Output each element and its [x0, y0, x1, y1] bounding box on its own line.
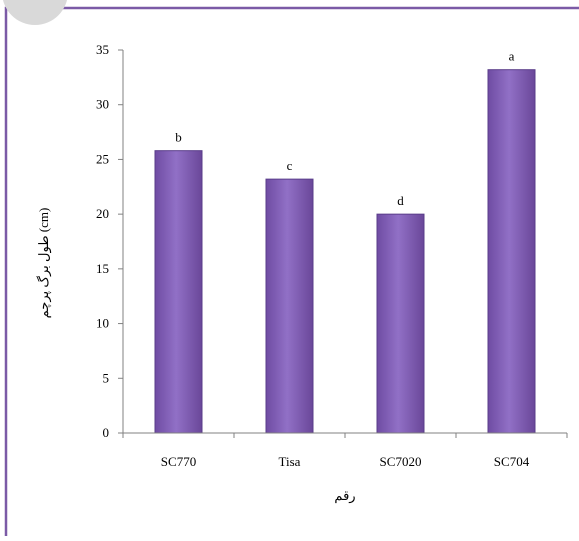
y-axis-ticks: 0 5 10 15 20 25 30 35: [96, 42, 123, 440]
y-tick-label: 25: [96, 151, 109, 166]
bar-tisa: [265, 178, 314, 434]
corner-decoration: [2, 0, 68, 25]
bar-data-labels: b c d a: [175, 49, 514, 208]
y-tick-label: 0: [103, 425, 110, 440]
y-tick-label: 15: [96, 261, 109, 276]
y-axis-title: طول برگ پرچم (cm): [36, 208, 52, 319]
x-tick-label: SC770: [161, 454, 196, 469]
bar-significance-label: b: [175, 130, 182, 145]
x-tick-label: SC704: [494, 454, 530, 469]
y-tick-label: 20: [96, 206, 109, 221]
y-tick-label: 5: [103, 370, 110, 385]
x-tick-label: SC7020: [380, 454, 422, 469]
bar-sc770: [154, 150, 203, 434]
bar-significance-label: a: [509, 49, 515, 64]
bar-sc7020: [376, 213, 425, 434]
y-tick-label: 30: [96, 97, 109, 112]
bar-significance-label: d: [397, 193, 404, 208]
y-tick-label: 35: [96, 42, 109, 57]
x-axis-ticks: [122, 433, 568, 438]
bar-significance-label: c: [287, 158, 293, 173]
x-tick-label: Tisa: [279, 454, 301, 469]
bar-sc704: [487, 69, 536, 434]
y-tick-label: 10: [96, 316, 109, 331]
chart-border: [4, 6, 579, 541]
x-axis-title: رقم: [334, 488, 355, 504]
x-axis-tick-labels: SC770 Tisa SC7020 SC704: [161, 454, 530, 469]
bars: [154, 69, 536, 434]
